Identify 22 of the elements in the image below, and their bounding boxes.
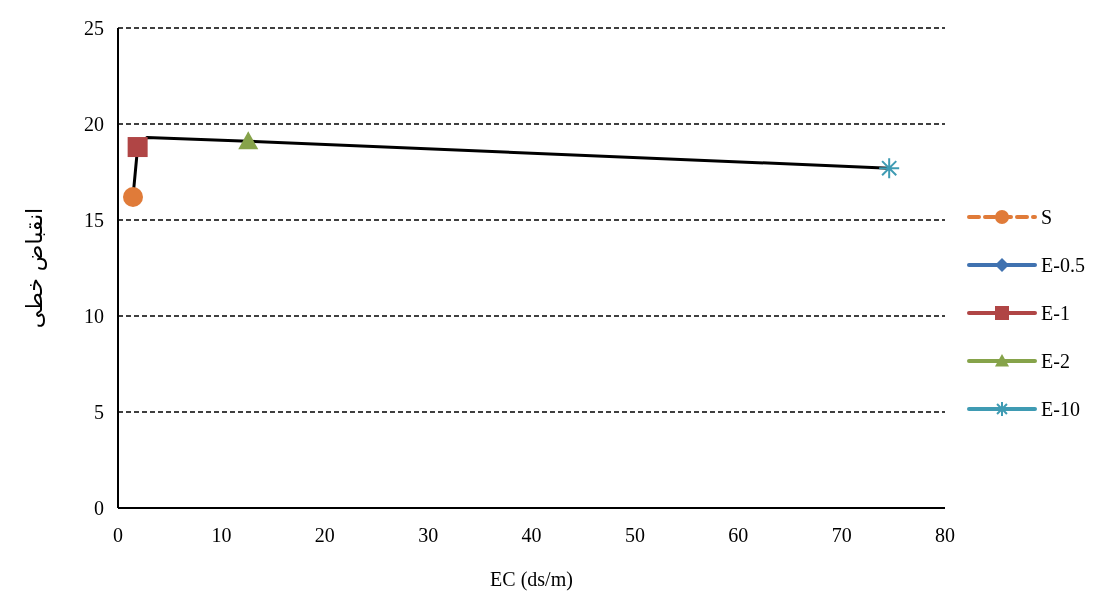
y-tick-label: 10 (84, 305, 104, 327)
legend-label: E-2 (1041, 350, 1070, 372)
x-tick-label: 10 (211, 524, 232, 546)
y-tick-label: 0 (94, 497, 104, 519)
y-tick-label: 15 (84, 209, 104, 231)
legend-label: E-10 (1041, 398, 1080, 420)
y-axis-title: انقباض خطی (22, 207, 48, 329)
x-tick-label: 0 (113, 524, 123, 546)
legend-label: E-0.5 (1041, 254, 1085, 276)
x-tick-label: 80 (935, 524, 955, 546)
x-tick-label: 60 (728, 524, 749, 546)
x-axis-title: EC (ds/m) (490, 568, 573, 591)
x-tick-label: 20 (314, 524, 335, 546)
legend-label: E-1 (1041, 302, 1070, 324)
x-tick-label: 30 (418, 524, 439, 546)
y-tick-label: 25 (84, 17, 104, 39)
x-tick-label: 70 (831, 524, 852, 546)
legend-label: S (1041, 206, 1053, 228)
y-tick-label: 5 (94, 401, 104, 423)
x-tick-label: 50 (624, 524, 645, 546)
y-tick-label: 20 (84, 113, 104, 135)
x-tick-label: 40 (521, 524, 542, 546)
